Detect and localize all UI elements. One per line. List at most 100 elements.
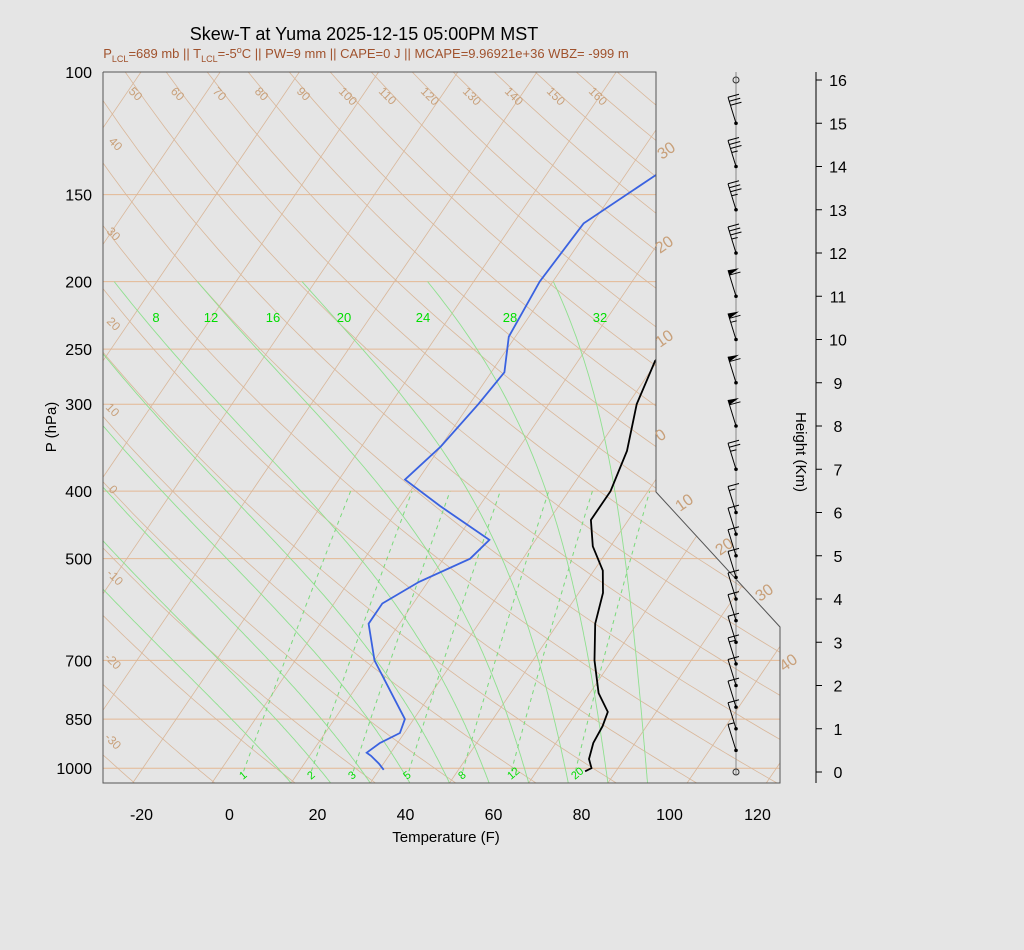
wind-barb-feather	[727, 137, 740, 141]
moist-adiabat-line	[103, 281, 371, 783]
isotherm-label: 80	[252, 84, 272, 104]
dewpoint-line	[365, 72, 780, 771]
p-tick-label: 200	[65, 275, 92, 292]
dry-adiabat-line	[206, 72, 780, 783]
x-tick-label: 120	[744, 807, 771, 824]
isotherm-label: 50	[126, 84, 146, 104]
wind-barb-feather	[727, 612, 740, 617]
isotherm-label: 0	[653, 426, 670, 445]
height-axis-label: Height (Km)	[792, 412, 809, 492]
x-axis-label: Temperature (F)	[392, 829, 500, 846]
height-tick-label: 11	[830, 289, 847, 306]
dry-adiabat-line	[103, 72, 697, 783]
moist-adiabat-line	[552, 281, 648, 783]
wind-barb-feather	[727, 634, 740, 639]
dry-adiabat-line	[288, 72, 780, 783]
mixing-ratio-label: 3	[346, 769, 358, 782]
isotherm-label: 150	[544, 84, 568, 108]
height-tick-label: 15	[829, 116, 847, 133]
wind-barb-feather	[730, 145, 742, 149]
isotherm-label: 40	[106, 134, 126, 154]
wind-barb-half	[730, 449, 737, 452]
mixing-ratio-label: 24	[416, 310, 430, 325]
wind-barb-feather	[727, 93, 740, 98]
wind-barb-feather	[729, 401, 741, 406]
height-tick-label: 13	[829, 203, 847, 220]
wind-barb-feather	[730, 101, 742, 106]
x-tick-label: 100	[656, 807, 683, 824]
wind-barb-half	[729, 488, 736, 491]
height-tick-label: 9	[834, 376, 843, 393]
mixing-ratio-label: 32	[593, 310, 607, 325]
wind-barb-staff	[727, 226, 737, 254]
wind-barb-staff	[727, 551, 737, 578]
wind-barb-feather	[729, 184, 741, 189]
x-tick-label: 60	[485, 807, 503, 824]
wind-barb-feather	[727, 180, 740, 185]
isotherm-line	[103, 72, 538, 783]
dry-adiabat-line	[103, 72, 617, 783]
wind-barb-feather	[727, 547, 740, 552]
moist-adiabat-line	[103, 281, 450, 783]
wind-barb-staff	[727, 140, 737, 167]
x-tick-label: 20	[309, 807, 327, 824]
wind-barb-flag	[728, 398, 739, 405]
wind-barb-feather	[730, 188, 742, 193]
wind-barb-staff	[727, 702, 737, 729]
wind-barb-feather	[729, 271, 741, 276]
isotherm-label: 110	[376, 84, 400, 108]
height-tick-label: 4	[834, 592, 843, 609]
moist-adiabat-line	[103, 281, 292, 783]
wind-barb-staff	[727, 594, 737, 621]
isotherm-label: -10	[104, 566, 126, 588]
isotherm-label: 90	[294, 84, 314, 104]
wind-barb-staff	[727, 724, 737, 751]
mixing-ratio-line	[408, 491, 501, 772]
dry-adiabat-line	[103, 72, 376, 783]
height-tick-label: 6	[834, 506, 843, 523]
mixing-ratio-line	[352, 491, 451, 772]
isotherm-label: 60	[168, 84, 188, 104]
height-tick-label: 1	[834, 722, 843, 739]
wind-barb-staff	[727, 97, 737, 124]
isotherm-label: 120	[418, 84, 442, 108]
mixing-ratio-label: 2	[305, 769, 317, 782]
dry-adiabat-line	[103, 72, 456, 783]
isotherm-label: 10	[673, 491, 697, 515]
wind-barb-staff	[727, 572, 737, 600]
wind-barb-half	[727, 722, 735, 725]
wind-barb-staff	[727, 680, 737, 708]
wind-calm-circle	[732, 768, 740, 776]
p-tick-label: 1000	[56, 761, 92, 778]
mixing-ratio-label: 28	[503, 310, 517, 325]
isotherm-line	[369, 72, 780, 783]
isotherm-label: -30	[102, 730, 124, 752]
p-tick-label: 300	[65, 397, 92, 414]
dry-adiabat-line	[329, 72, 780, 783]
moist-adiabat-line	[197, 281, 530, 783]
dry-adiabat-line	[247, 72, 780, 783]
isotherm-line	[686, 72, 780, 783]
dry-adiabat-line	[103, 72, 216, 783]
x-tick-label: 80	[573, 807, 591, 824]
wind-barb-feather	[729, 358, 741, 363]
wind-barb-feather	[727, 656, 740, 660]
wind-barb-feather	[727, 569, 740, 574]
mixing-ratio-line	[243, 491, 352, 772]
isotherm-label: 0	[106, 482, 121, 497]
p-tick-label: 700	[65, 653, 92, 670]
y-axis-label: P (hPa)	[43, 402, 60, 453]
dry-adiabat-line	[493, 72, 780, 783]
wind-barb-flag	[728, 268, 739, 276]
isotherm-label: 160	[586, 84, 610, 108]
wind-calm-circle	[732, 76, 740, 84]
isotherm-line	[846, 72, 1024, 783]
isotherm-line	[211, 72, 696, 783]
isotherm-label: 130	[460, 84, 484, 108]
moist-adiabat-line	[301, 281, 569, 783]
dry-adiabat-line	[103, 72, 537, 783]
moist-adiabat-line	[427, 281, 609, 783]
wind-barb-half	[731, 193, 738, 197]
plot-area	[103, 72, 1024, 783]
wind-barb-staff	[727, 183, 737, 210]
